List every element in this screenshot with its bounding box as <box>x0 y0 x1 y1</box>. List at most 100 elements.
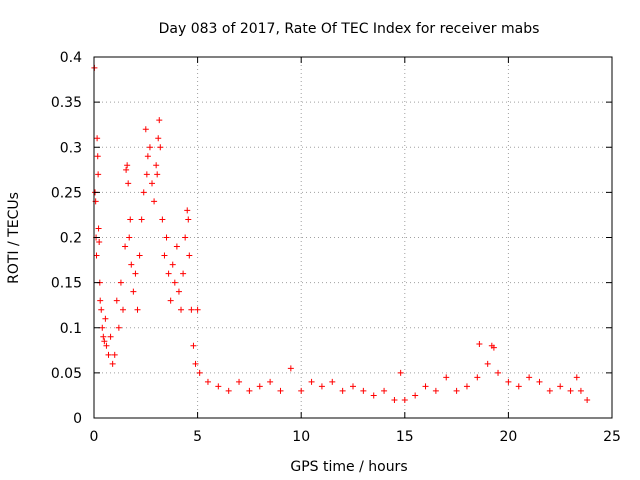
data-point <box>204 378 211 385</box>
data-point <box>100 333 107 340</box>
data-point <box>277 387 284 394</box>
data-point <box>95 225 102 232</box>
data-point <box>146 144 153 151</box>
y-tick-label: 0.3 <box>60 140 82 156</box>
data-point <box>567 387 574 394</box>
data-point <box>391 396 398 403</box>
data-point <box>318 383 325 390</box>
data-point <box>490 344 497 351</box>
x-tick-labels: 0 5 10 15 20 25 <box>90 429 621 445</box>
data-point <box>557 383 564 390</box>
data-point <box>329 378 336 385</box>
data-point <box>122 243 129 250</box>
data-point <box>287 365 294 372</box>
data-point <box>246 387 253 394</box>
data-point <box>412 392 419 399</box>
data-point <box>99 324 106 331</box>
data-point <box>298 387 305 394</box>
y-tick-label: 0.15 <box>51 276 82 292</box>
data-point <box>127 216 134 223</box>
y-tick-labels: 0 0.05 0.1 0.15 0.2 0.25 0.3 0.35 0.4 <box>51 50 82 427</box>
data-point <box>308 378 315 385</box>
data-point <box>163 234 170 241</box>
data-point <box>156 117 163 124</box>
data-point <box>154 171 161 178</box>
data-point <box>196 369 203 376</box>
x-tick-label: 5 <box>193 429 202 445</box>
data-point <box>339 387 346 394</box>
x-tick-label: 15 <box>396 429 414 445</box>
x-tick-label: 25 <box>603 429 621 445</box>
data-point <box>185 216 192 223</box>
x-tick-label: 0 <box>90 429 99 445</box>
data-point <box>107 333 114 340</box>
data-point <box>130 288 137 295</box>
data-point <box>151 198 158 205</box>
data-point <box>505 378 512 385</box>
data-point <box>495 369 502 376</box>
y-tick-label: 0.05 <box>51 366 82 382</box>
data-point <box>175 288 182 295</box>
data-point <box>124 162 131 169</box>
data-point <box>192 360 199 367</box>
data-point <box>186 252 193 259</box>
data-point <box>236 378 243 385</box>
data-point <box>432 387 439 394</box>
data-point <box>97 297 104 304</box>
data-point <box>194 306 201 313</box>
data-point <box>120 306 127 313</box>
data-point <box>484 360 491 367</box>
grid-lines <box>94 57 612 418</box>
data-point <box>126 234 133 241</box>
data-point <box>370 392 377 399</box>
data-point <box>401 396 408 403</box>
axis-ticks <box>93 56 613 419</box>
data-point <box>397 369 404 376</box>
data-point <box>94 153 101 160</box>
data-point <box>165 270 172 277</box>
data-point <box>184 207 191 214</box>
data-point <box>267 378 274 385</box>
data-point <box>476 340 483 347</box>
data-point <box>573 374 580 381</box>
y-tick-label: 0.35 <box>51 95 82 111</box>
data-point <box>155 135 162 142</box>
data-point <box>128 261 135 268</box>
data-point <box>98 306 105 313</box>
data-point <box>443 374 450 381</box>
y-axis-label: ROTI / TECUs <box>6 192 22 284</box>
data-point <box>94 135 101 142</box>
data-point <box>584 396 591 403</box>
data-point <box>157 144 164 151</box>
data-point <box>546 387 553 394</box>
data-point <box>360 387 367 394</box>
data-point <box>125 180 132 187</box>
x-tick-label: 20 <box>499 429 517 445</box>
data-point <box>182 234 189 241</box>
data-point <box>178 306 185 313</box>
data-point <box>102 315 109 322</box>
data-point <box>134 306 141 313</box>
data-point <box>105 351 112 358</box>
data-point <box>144 153 151 160</box>
data-point <box>350 383 356 390</box>
data-point <box>169 261 176 268</box>
data-point <box>140 189 147 196</box>
data-point <box>161 252 168 259</box>
data-point <box>153 162 160 169</box>
y-tick-label: 0 <box>73 411 82 427</box>
data-point <box>536 378 543 385</box>
data-point <box>113 297 120 304</box>
data-point <box>109 360 116 367</box>
data-point <box>453 387 460 394</box>
x-tick-label: 10 <box>292 429 310 445</box>
data-point <box>173 243 180 250</box>
data-points <box>91 64 591 403</box>
data-point <box>577 387 584 394</box>
data-point <box>96 239 103 246</box>
data-point <box>422 383 429 390</box>
chart-title: Day 083 of 2017, Rate Of TEC Index for r… <box>159 21 540 37</box>
data-point <box>526 374 533 381</box>
